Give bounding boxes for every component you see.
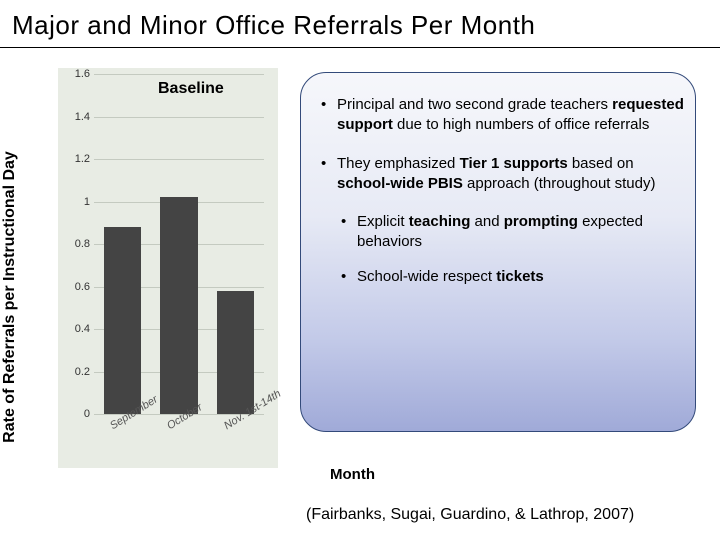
- y-tick-label: 1: [84, 196, 90, 208]
- gridline: [94, 159, 264, 160]
- y-tick-label: 0: [84, 408, 90, 420]
- bar: [217, 291, 254, 414]
- page-title: Major and Minor Office Referrals Per Mon…: [0, 0, 720, 48]
- bar: [160, 197, 197, 414]
- bullet-item: Principal and two second grade teachers …: [311, 95, 687, 136]
- bullet-item: They emphasized Tier 1 supports based on…: [311, 154, 687, 195]
- y-tick-label: 1.4: [75, 111, 90, 123]
- bullet-item: School-wide respect tickets: [311, 267, 687, 287]
- y-tick-label: 1.6: [75, 68, 90, 80]
- y-tick-label: 0.2: [75, 366, 90, 378]
- baseline-label: Baseline: [158, 80, 224, 98]
- y-tick-label: 0.4: [75, 323, 90, 335]
- content-area: Rate of Referrals per Instructional Day …: [0, 48, 720, 528]
- bar: [104, 227, 141, 414]
- x-axis-label: Month: [330, 466, 375, 483]
- callout-box: Principal and two second grade teachers …: [300, 72, 696, 432]
- gridline: [94, 117, 264, 118]
- y-tick-label: 0.6: [75, 281, 90, 293]
- citation: (Fairbanks, Sugai, Guardino, & Lathrop, …: [306, 506, 634, 524]
- gridline: [94, 74, 264, 75]
- y-tick-label: 1.2: [75, 153, 90, 165]
- y-tick-label: 0.8: [75, 238, 90, 250]
- bar-chart: 00.20.40.60.811.21.41.6 SeptemberOctober…: [58, 68, 278, 468]
- bullet-item: Explicit teaching and prompting expected…: [311, 212, 687, 253]
- y-axis-label: Rate of Referrals per Instructional Day: [1, 97, 19, 497]
